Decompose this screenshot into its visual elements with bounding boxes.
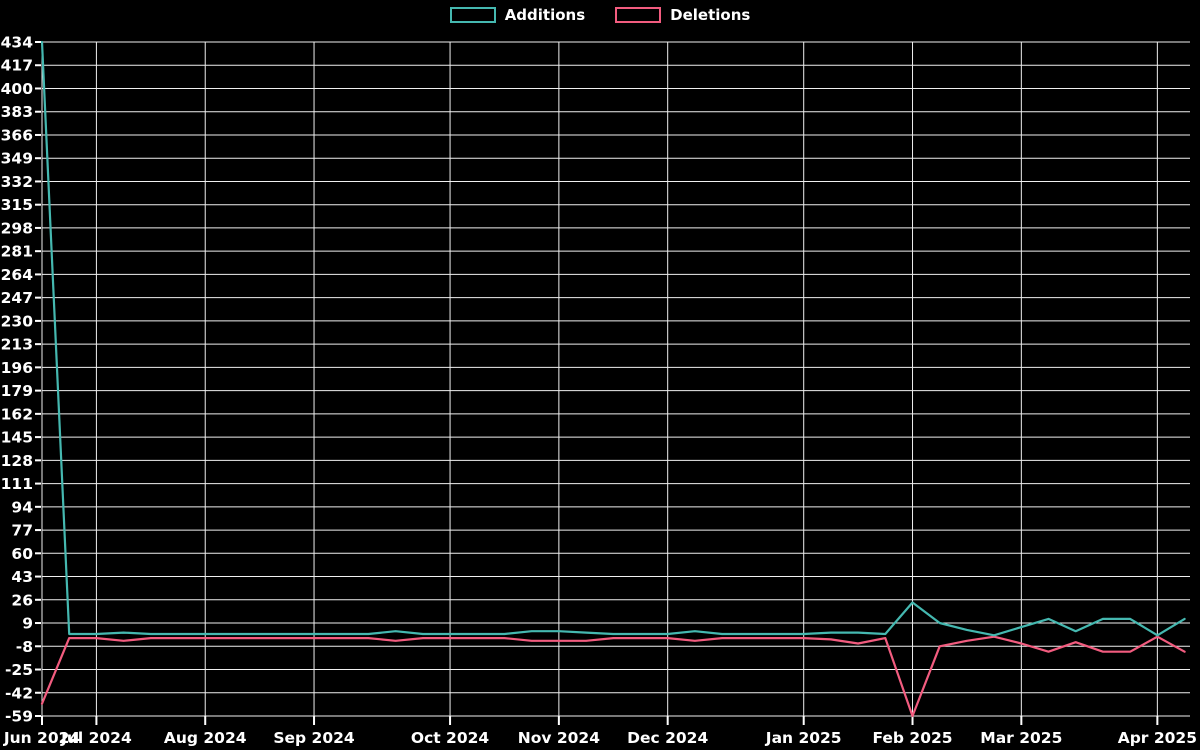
y-tick-label: 230 xyxy=(1,312,34,330)
y-tick-label: 315 xyxy=(1,196,33,214)
x-tick-label: Apr 2025 xyxy=(1118,729,1197,747)
y-tick-label: 111 xyxy=(1,475,33,493)
y-tick-label: 179 xyxy=(1,382,33,400)
y-tick-label: 400 xyxy=(1,80,34,98)
y-tick-label: 298 xyxy=(1,219,33,237)
y-tick-label: 128 xyxy=(1,452,33,470)
y-tick-label: 9 xyxy=(22,615,33,633)
y-tick-label: 281 xyxy=(1,243,33,261)
x-tick-label: Jan 2025 xyxy=(765,729,842,747)
y-tick-label: 77 xyxy=(11,522,33,540)
y-tick-label: 332 xyxy=(1,173,33,191)
y-tick-label: -25 xyxy=(5,661,33,679)
additions-line xyxy=(40,40,1186,637)
legend-label-additions: Additions xyxy=(504,5,586,24)
x-tick-label: Jul 2024 xyxy=(60,729,132,747)
y-tick-label: 213 xyxy=(1,336,33,354)
y-tick-label: 383 xyxy=(1,103,33,121)
y-tick-label: -42 xyxy=(5,684,33,702)
x-tick-label: Aug 2024 xyxy=(164,729,247,747)
legend-item-deletions: Deletions xyxy=(615,7,750,23)
y-tick-label: 26 xyxy=(11,591,33,609)
additions-swatch-icon xyxy=(449,7,496,23)
deletions-line xyxy=(40,635,1186,718)
legend-label-deletions: Deletions xyxy=(670,5,751,24)
x-tick-label: Feb 2025 xyxy=(872,729,952,747)
x-tick-label: Mar 2025 xyxy=(980,729,1062,747)
y-tick-label: 196 xyxy=(1,359,33,377)
y-tick-label: 417 xyxy=(1,57,33,75)
x-tick-label: Sep 2024 xyxy=(273,729,355,747)
y-tick-label: -59 xyxy=(5,708,33,726)
y-tick-label: -8 xyxy=(16,638,33,656)
y-tick-label: 264 xyxy=(1,266,34,284)
x-tick-label: Nov 2024 xyxy=(518,729,600,747)
y-tick-label: 349 xyxy=(1,150,33,168)
y-tick-label: 60 xyxy=(11,545,33,563)
y-tick-label: 247 xyxy=(1,289,33,307)
y-tick-label: 94 xyxy=(11,498,33,516)
legend-item-additions: Additions xyxy=(449,5,586,24)
y-tick-label: 162 xyxy=(1,405,33,423)
y-tick-label: 43 xyxy=(11,568,33,586)
y-tick-label: 366 xyxy=(1,126,33,144)
x-tick-label: Oct 2024 xyxy=(411,729,490,747)
y-tick-label: 434 xyxy=(1,34,34,52)
x-tick-label: Dec 2024 xyxy=(627,729,708,747)
y-tick-label: 145 xyxy=(1,429,33,447)
x-tick-label: Jun 2024 xyxy=(3,729,81,747)
deletions-swatch-icon xyxy=(615,7,662,23)
chart-legend: Additions Deletions xyxy=(0,7,1200,23)
